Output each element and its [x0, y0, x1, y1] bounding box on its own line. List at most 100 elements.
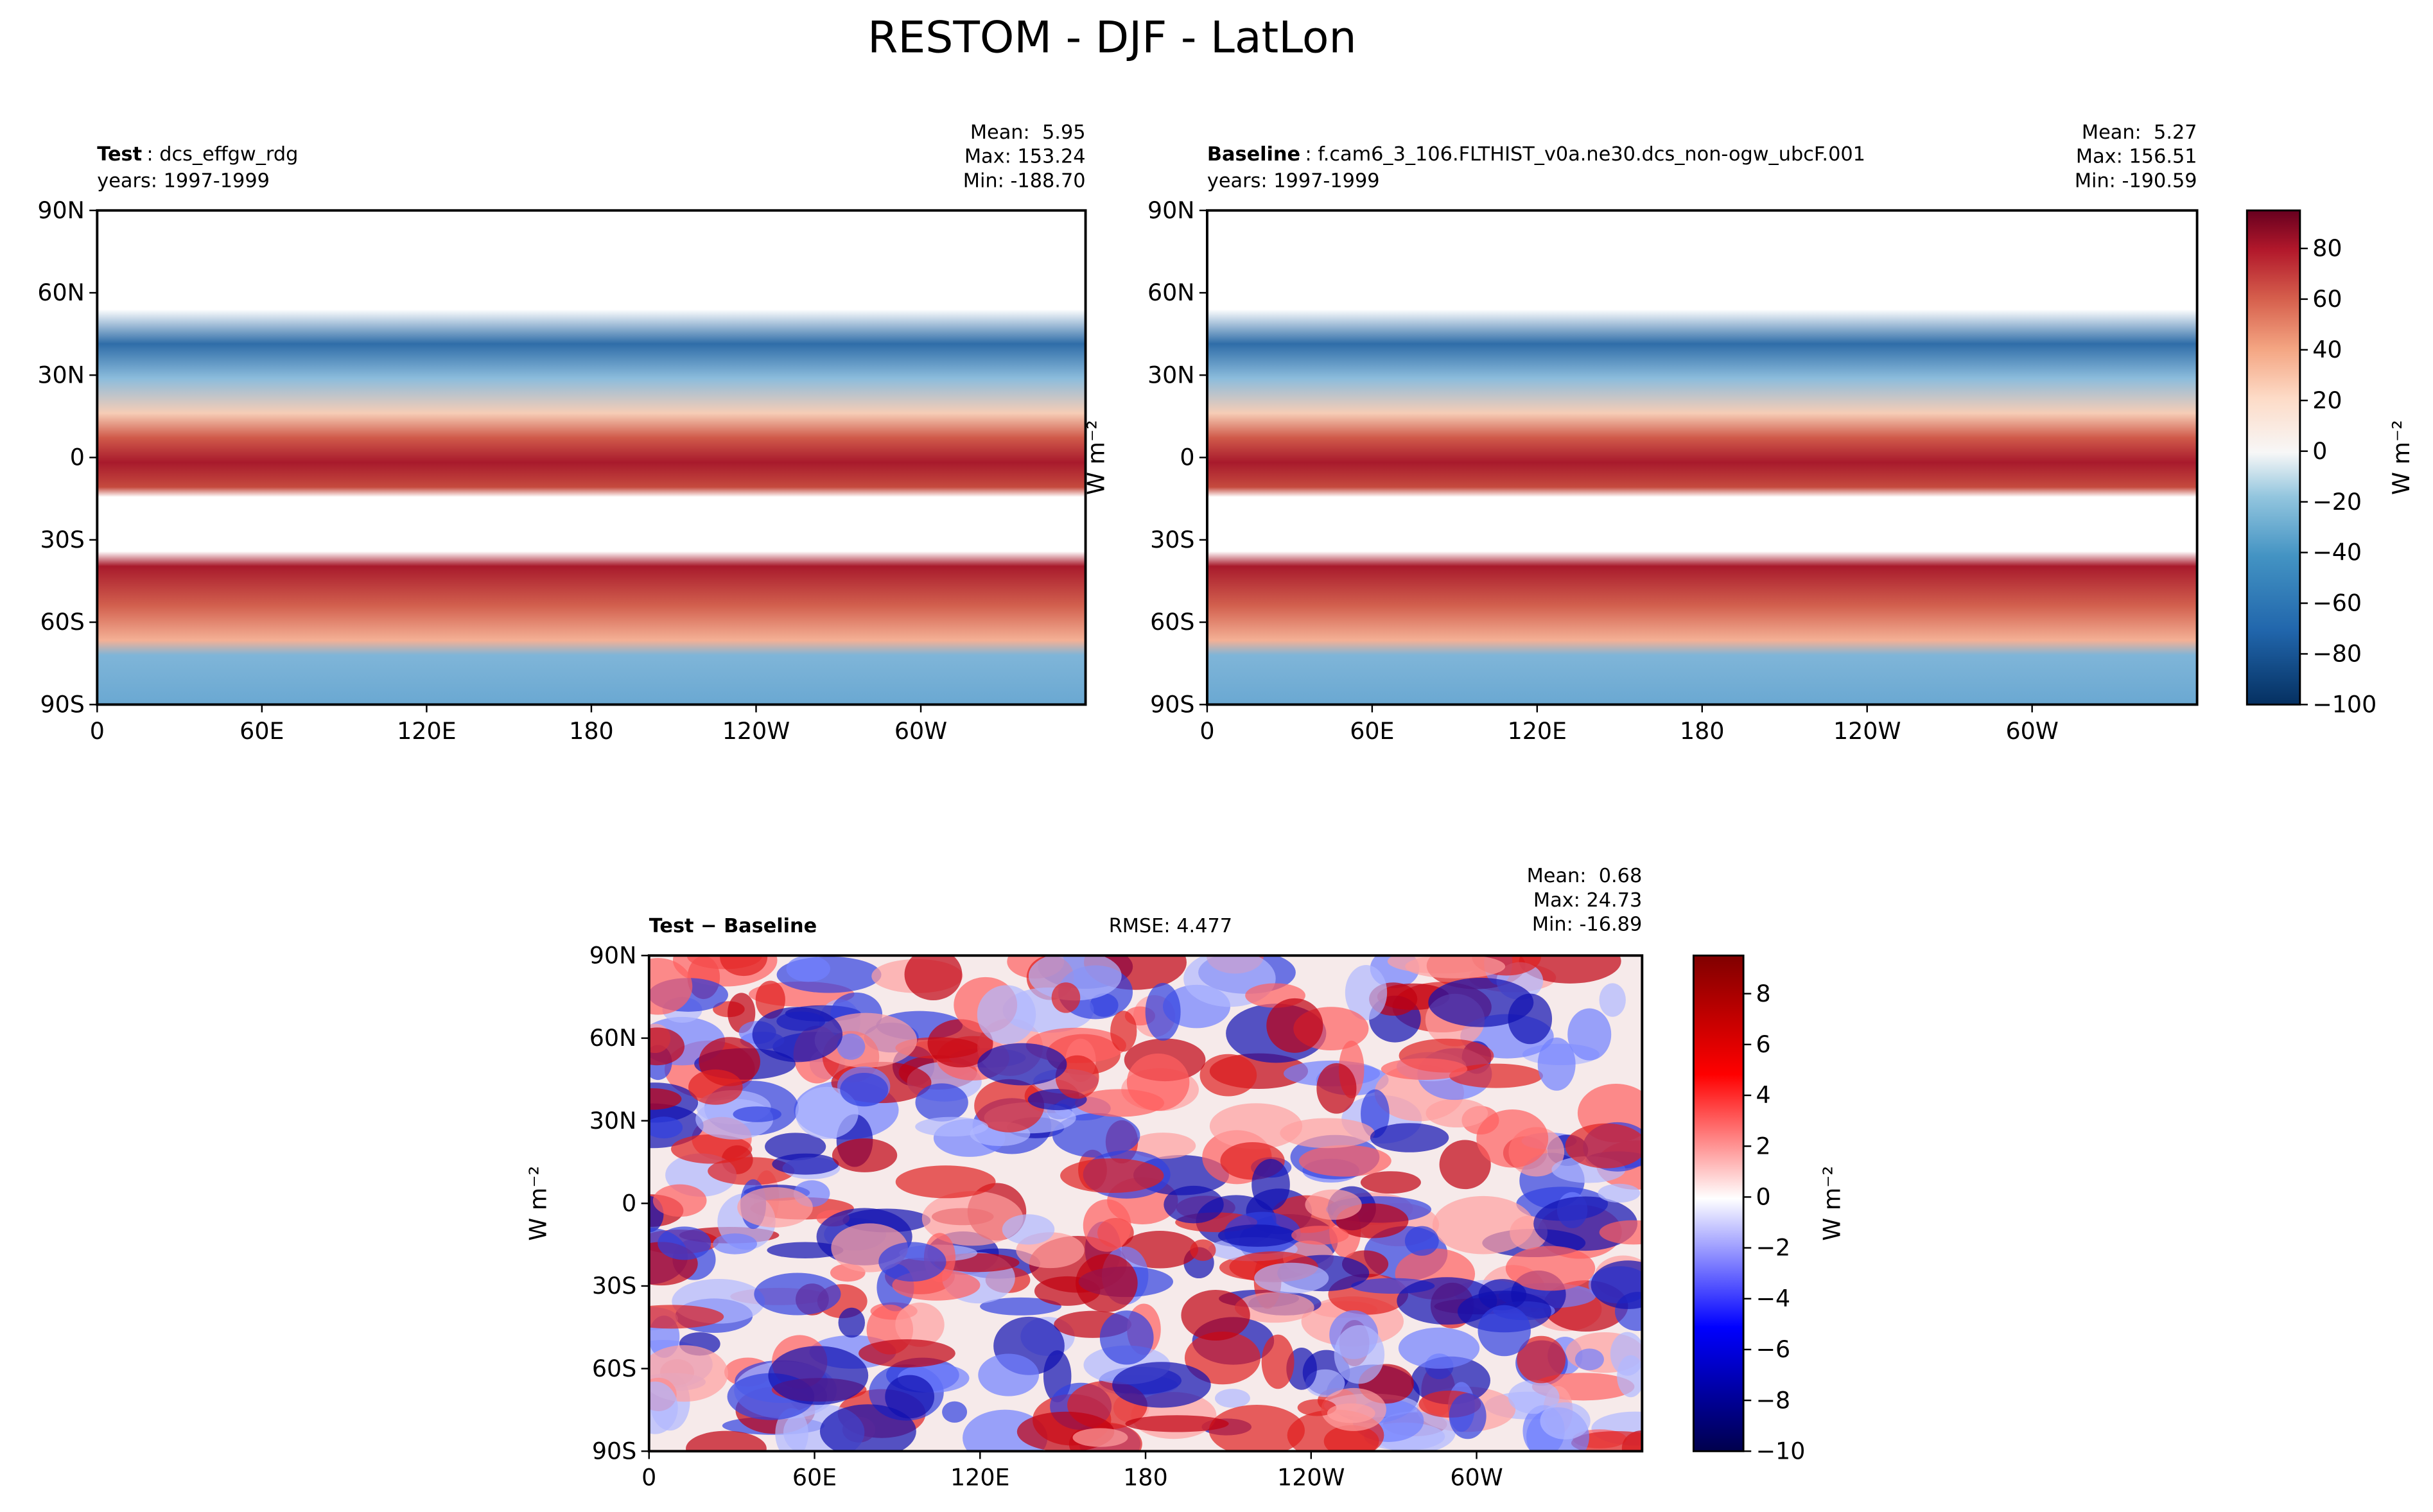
field-blob: [1599, 983, 1626, 1017]
field-blob: [1076, 1253, 1138, 1312]
y-tick-label: 60S: [40, 608, 84, 636]
field-blob: [1184, 1331, 1260, 1385]
field-blob: [765, 1133, 826, 1161]
field-blob: [878, 1242, 946, 1282]
field-blob: [904, 955, 963, 1000]
field-blob: [1002, 1214, 1055, 1245]
field-blob: [1251, 1159, 1290, 1211]
rmse: RMSE: 4.477: [1109, 915, 1232, 937]
x-tick-label: 120E: [950, 1464, 1010, 1491]
y-tick-label: 90N: [589, 941, 637, 969]
x-tick-label: 180: [569, 717, 614, 745]
field-blob: [1567, 1008, 1612, 1061]
colorbar-tick-label: −20: [2312, 488, 2362, 516]
y-tick-label: 30N: [37, 361, 85, 388]
field-blob: [1297, 1399, 1337, 1416]
colorbar-tick-label: 8: [1756, 980, 1771, 1007]
x-tick-label: 60W: [2005, 717, 2058, 745]
field-blob: [1478, 1279, 1527, 1310]
colorbar-tick-label: 60: [2312, 285, 2342, 313]
x-tick-label: 120W: [1833, 717, 1901, 745]
field-blob: [1505, 1246, 1596, 1291]
field-blob: [1112, 1362, 1211, 1408]
field-blob: [974, 1079, 1045, 1133]
y-tick-label: 60N: [589, 1024, 637, 1052]
stat: Min: -16.89: [1532, 913, 1642, 935]
field-blob: [1476, 1109, 1549, 1168]
case-label: Test: dcs_effgw_rdg: [97, 143, 298, 166]
field-blob: [1428, 977, 1534, 1027]
field-blob: [1234, 1292, 1314, 1323]
field-blob: [1432, 1195, 1534, 1255]
y-tick-label: 30N: [589, 1107, 637, 1134]
field-blob: [649, 1381, 678, 1434]
x-tick-label: 180: [1123, 1464, 1168, 1491]
field-blob: [1404, 1226, 1439, 1256]
y-axis-label: W m⁻²: [1083, 420, 1110, 495]
colorbar-tick-label: 80: [2312, 234, 2342, 262]
field-blob: [1164, 1185, 1224, 1224]
colorbar-tick-label: 20: [2312, 387, 2342, 414]
field-blob: [1519, 955, 1621, 984]
field-blob: [1126, 1053, 1190, 1111]
field-blob: [795, 1086, 859, 1139]
field-blob: [1060, 1158, 1164, 1194]
colorbar-label: W m⁻²: [1818, 1166, 1846, 1241]
colorbar-tick-label: −8: [1756, 1386, 1791, 1414]
y-tick-label: 0: [70, 444, 85, 471]
field-blob: [1072, 1428, 1128, 1447]
field-blob: [977, 1043, 1067, 1086]
colorbar-tick-label: 2: [1756, 1132, 1771, 1160]
colorbar-tick-label: −4: [1756, 1285, 1791, 1312]
field-blob: [720, 955, 768, 977]
field-blob: [1280, 1118, 1375, 1149]
field-blob: [1398, 1327, 1480, 1369]
field-blob: [1199, 1054, 1257, 1097]
y-tick-label: 30S: [592, 1272, 636, 1299]
field-blob: [978, 1353, 1040, 1396]
colorbar-tick-label: 0: [2312, 437, 2327, 465]
field-blob: [1598, 1183, 1641, 1203]
field-blob: [768, 1346, 869, 1405]
field-blob: [1599, 1220, 1643, 1245]
stat: Min: -188.70: [963, 169, 1086, 192]
field-blob: [1051, 982, 1081, 1013]
field-blob: [1540, 1402, 1591, 1439]
field-blob: [980, 1297, 1062, 1316]
field-blob: [1145, 982, 1181, 1041]
colorbar-tick-label: −100: [2312, 691, 2376, 718]
field-blob: [1334, 1325, 1385, 1384]
x-tick-label: 60E: [1350, 717, 1394, 745]
field-blob: [1327, 1403, 1375, 1423]
case-name: : f.cam6_3_106.FLTHIST_v0a.ne30.dcs_non-…: [1305, 143, 1865, 166]
field-blob: [755, 980, 785, 1019]
field-blob: [1381, 1058, 1468, 1080]
field-blob: [1181, 1289, 1250, 1341]
field: [97, 210, 1086, 705]
field-blob: [649, 1027, 685, 1066]
field-blob: [752, 1007, 843, 1063]
colorbar-tick-label: −10: [1756, 1437, 1806, 1464]
field-blob: [1574, 1348, 1604, 1371]
colorbar-tick-label: −40: [2312, 539, 2362, 566]
field-blob: [1610, 1332, 1643, 1376]
field: [1207, 210, 2197, 705]
field-blob: [1261, 1334, 1295, 1389]
x-tick-label: 60W: [894, 717, 947, 745]
field-blob: [737, 1186, 813, 1228]
y-tick-label: 60N: [1147, 279, 1195, 306]
colorbar-tick-label: −80: [2312, 640, 2362, 668]
field-blob: [1125, 1415, 1229, 1432]
field-blob: [1508, 1380, 1560, 1414]
x-tick-label: 120W: [1277, 1464, 1345, 1491]
field-blob: [649, 1305, 724, 1329]
case-name: : dcs_effgw_rdg: [146, 143, 298, 166]
field-blob: [837, 1033, 866, 1060]
y-axis-label: W m⁻²: [525, 1166, 552, 1241]
y-tick-label: 90S: [1150, 691, 1194, 718]
y-tick-label: 60S: [592, 1355, 636, 1382]
field-blob: [1110, 1011, 1137, 1052]
field-blob: [688, 1069, 743, 1105]
years: years: 1997-1999: [1207, 169, 1380, 192]
colorbar-tick-label: 6: [1756, 1030, 1771, 1058]
